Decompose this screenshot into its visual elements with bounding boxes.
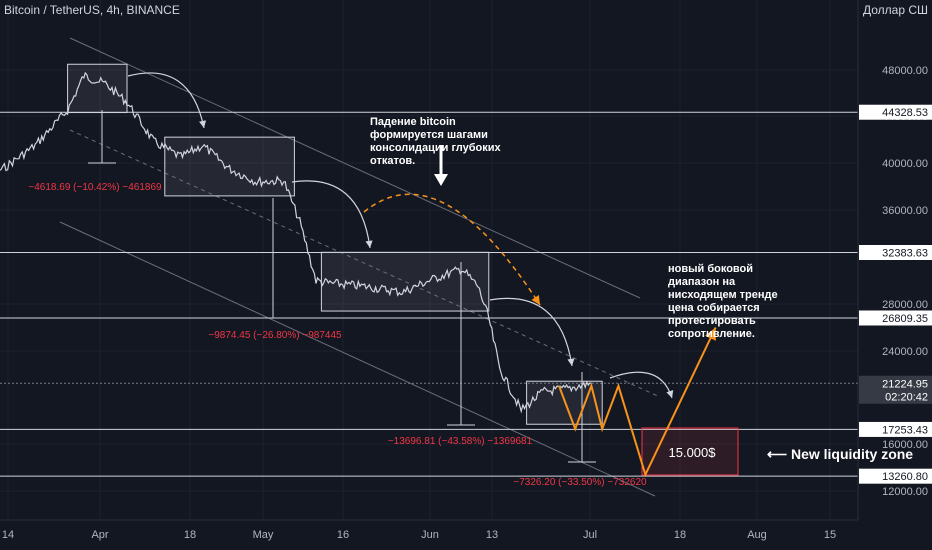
y-tick-label: 12000.00 <box>882 486 928 498</box>
y-tick-label: 40000.00 <box>882 158 928 170</box>
target-box-label: 15.000$ <box>669 445 717 460</box>
countdown-label: 02:20:42 <box>885 391 928 403</box>
price-badge <box>859 244 932 260</box>
note-right: новый боковой диапазон на нисходящем тре… <box>668 263 778 340</box>
measure-label: −9874.45 (−26.80%) −987445 <box>208 330 342 341</box>
box-1 <box>67 63 128 114</box>
x-tick-label: 18 <box>184 529 196 541</box>
currency-label: Доллар СШ <box>862 3 928 17</box>
measure-label: −13696.81 (−43.58%) −1369681 <box>388 436 533 447</box>
price-badge-label: 26809.35 <box>882 313 928 325</box>
price-series <box>0 71 592 414</box>
liquidity-zone-label: ⟵ New liquidity zone <box>767 446 913 463</box>
x-tick-label: May <box>253 529 274 541</box>
measurement-lines: −4618.69 (−10.42%) −461869 −9874.45 (−26.… <box>28 110 647 488</box>
price-badge <box>859 421 932 437</box>
price-badge <box>859 468 932 484</box>
y-axis: 48000.0044000.0040000.0036000.0028000.00… <box>857 0 932 550</box>
price-badge <box>859 104 932 120</box>
liquidity-text: New liquidity zone <box>790 446 914 462</box>
arrow-3 <box>489 297 575 367</box>
horizontal-levels <box>0 111 858 477</box>
y-tick-label: 36000.00 <box>882 205 928 217</box>
dashed-orange-arrow <box>363 193 541 306</box>
arrow-4 <box>609 371 674 399</box>
y-axis-bg <box>858 0 932 550</box>
x-tick-label: Aug <box>747 529 767 541</box>
x-tick-label: 18 <box>674 529 686 541</box>
price-badge-label: 21224.95 <box>882 378 928 390</box>
channel-lower <box>59 221 656 497</box>
x-tick-label: 15 <box>824 529 836 541</box>
arrows <box>127 72 674 399</box>
x-tick-label: Jul <box>583 529 597 541</box>
channel-mid <box>69 129 661 398</box>
y-tick-label: 48000.00 <box>882 65 928 77</box>
measure-label: −4618.69 (−10.42%) −461869 <box>28 182 162 193</box>
arrow-1 <box>127 72 207 129</box>
price-badge-label: 32383.63 <box>882 247 928 259</box>
price-badge <box>859 375 932 404</box>
descending-channel <box>59 37 661 497</box>
price-badge-label: 13260.80 <box>882 471 928 483</box>
x-tick-label: Apr <box>91 529 108 541</box>
x-tick-label: 14 <box>2 529 14 541</box>
x-tick-label: 16 <box>337 529 349 541</box>
grid-lines <box>0 0 858 520</box>
projection-path <box>558 327 717 478</box>
projection-zigzag: 15.000$ <box>558 327 739 478</box>
y-tick-label: 24000.00 <box>882 346 928 358</box>
down-arrow-icon <box>434 174 448 186</box>
chart-title: Bitcoin / TetherUS, 4h, BINANCE <box>4 3 180 17</box>
channel-upper <box>69 37 641 299</box>
x-axis-bg <box>0 520 932 550</box>
measure-label: −7326.20 (−33.50%) −732620 <box>513 477 647 488</box>
x-axis: 14 Apr 18 May 16 Jun 13 Jul 18 Aug 15 <box>0 519 932 550</box>
arrow-2 <box>291 180 373 249</box>
arrow-left-icon: ⟵ <box>767 446 791 462</box>
y-tick-label: 28000.00 <box>882 299 928 311</box>
x-tick-label: Jun <box>421 529 439 541</box>
x-tick-label: 13 <box>486 529 498 541</box>
price-badge-label: 17253.43 <box>882 424 928 436</box>
price-badge-label: 44328.53 <box>882 107 928 119</box>
price-line <box>0 71 592 414</box>
note-top: Падение bitcoin формируется шагами консо… <box>370 116 501 167</box>
target-box <box>641 427 739 476</box>
y-tick-label: 16000.00 <box>882 439 928 451</box>
price-badge <box>859 310 932 326</box>
